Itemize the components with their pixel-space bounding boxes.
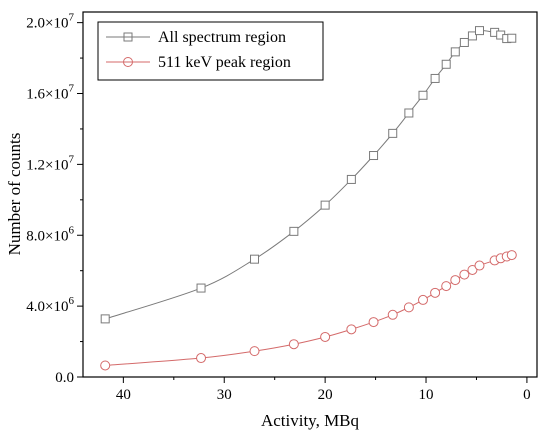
y-tick-label: 1.2×107 bbox=[26, 153, 74, 173]
data-point-all-spectrum bbox=[404, 108, 414, 118]
data-point-all-spectrum bbox=[100, 314, 110, 324]
legend: All spectrum region 511 keV peak region bbox=[97, 21, 324, 81]
legend-box bbox=[97, 21, 324, 81]
legend-marker-511-kev bbox=[123, 57, 133, 67]
data-point-all-spectrum bbox=[320, 200, 330, 210]
data-point-all-spectrum bbox=[289, 226, 299, 236]
legend-marker-all-spectrum bbox=[123, 32, 133, 42]
y-tick-label: 8.0×106 bbox=[26, 224, 74, 244]
data-point-511-kev bbox=[387, 309, 398, 320]
data-point-511-kev bbox=[459, 269, 470, 280]
data-point-all-spectrum bbox=[369, 151, 379, 161]
data-point-all-spectrum bbox=[441, 59, 451, 69]
y-tick-label: 1.6×107 bbox=[26, 83, 74, 103]
x-tick-label: 20 bbox=[318, 387, 333, 403]
data-point-all-spectrum bbox=[196, 283, 206, 293]
data-point-all-spectrum bbox=[507, 33, 517, 43]
data-point-511-kev bbox=[249, 346, 260, 357]
data-point-all-spectrum bbox=[459, 37, 469, 47]
data-point-511-kev bbox=[346, 324, 357, 335]
y-tick-label: 4.0×106 bbox=[26, 295, 74, 315]
data-point-511-kev bbox=[467, 264, 478, 275]
data-point-511-kev bbox=[100, 360, 111, 371]
data-point-511-kev bbox=[320, 331, 331, 342]
series-line-511-kev bbox=[105, 254, 512, 366]
data-point-all-spectrum bbox=[474, 26, 484, 36]
data-point-all-spectrum bbox=[346, 174, 356, 184]
data-point-511-kev bbox=[196, 353, 207, 364]
y-tick-label: 2.0×107 bbox=[26, 12, 74, 32]
x-tick-label: 40 bbox=[116, 387, 131, 403]
data-point-511-kev bbox=[450, 275, 461, 286]
data-point-all-spectrum bbox=[467, 31, 477, 41]
x-axis-label: Activity, MBq bbox=[261, 411, 360, 430]
data-point-511-kev bbox=[403, 302, 414, 313]
data-point-all-spectrum bbox=[430, 73, 440, 83]
x-tick-label: 0 bbox=[523, 387, 531, 403]
data-point-all-spectrum bbox=[418, 90, 428, 100]
legend-label-all-spectrum: All spectrum region bbox=[158, 29, 286, 46]
y-axis-label: Number of counts bbox=[5, 133, 24, 256]
data-point-511-kev bbox=[368, 317, 379, 328]
y-tick-label: 0.0 bbox=[55, 370, 74, 386]
data-point-511-kev bbox=[441, 281, 452, 292]
x-tick-label: 30 bbox=[217, 387, 232, 403]
data-point-511-kev bbox=[430, 287, 441, 298]
data-point-511-kev bbox=[474, 260, 485, 271]
data-point-511-kev bbox=[417, 294, 428, 305]
data-point-511-kev bbox=[288, 339, 299, 350]
legend-label-511-kev: 511 keV peak region bbox=[158, 54, 291, 71]
plot-frame bbox=[82, 11, 538, 378]
x-tick-label: 10 bbox=[419, 387, 434, 403]
data-point-all-spectrum bbox=[250, 254, 260, 264]
data-point-all-spectrum bbox=[388, 128, 398, 138]
data-point-all-spectrum bbox=[450, 47, 460, 57]
data-point-511-kev bbox=[506, 250, 517, 261]
